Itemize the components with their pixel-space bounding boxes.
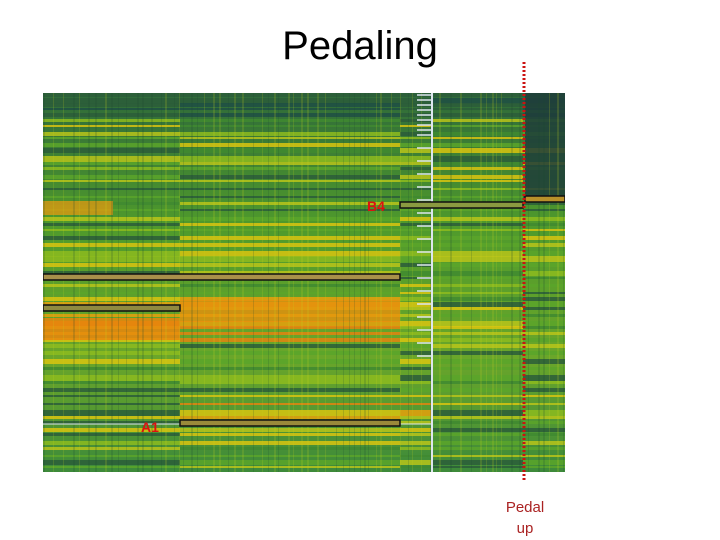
slide-title: Pedaling <box>282 24 438 68</box>
spectrogram-image <box>43 93 565 472</box>
pedal-up-line <box>522 62 526 480</box>
pedal-label-line-2: up <box>516 520 534 537</box>
pedal-up-label: Pedal up <box>495 497 555 539</box>
pedal-label-line-1: Pedal <box>505 499 545 516</box>
note-label-a1: A1 <box>141 419 159 435</box>
note-label-b4: B4 <box>367 198 385 214</box>
